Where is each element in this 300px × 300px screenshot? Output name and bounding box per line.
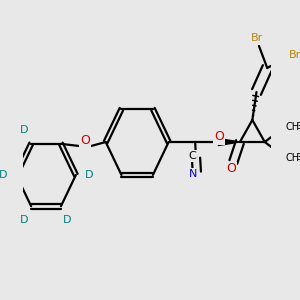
Text: 3: 3 xyxy=(296,153,300,162)
Text: O: O xyxy=(226,163,236,176)
Text: D: D xyxy=(20,125,29,135)
Text: D: D xyxy=(85,170,93,180)
Text: CH: CH xyxy=(286,153,300,163)
Text: CH: CH xyxy=(286,122,300,132)
Text: O: O xyxy=(80,134,90,148)
Text: N: N xyxy=(188,169,197,179)
Text: D: D xyxy=(0,170,7,180)
Text: 3: 3 xyxy=(296,122,300,131)
Polygon shape xyxy=(218,139,240,145)
Text: C: C xyxy=(188,151,196,161)
Text: O: O xyxy=(214,130,224,143)
Text: Br: Br xyxy=(289,50,300,60)
Text: D: D xyxy=(20,215,29,225)
Text: Br: Br xyxy=(251,33,263,43)
Text: D: D xyxy=(63,215,72,225)
